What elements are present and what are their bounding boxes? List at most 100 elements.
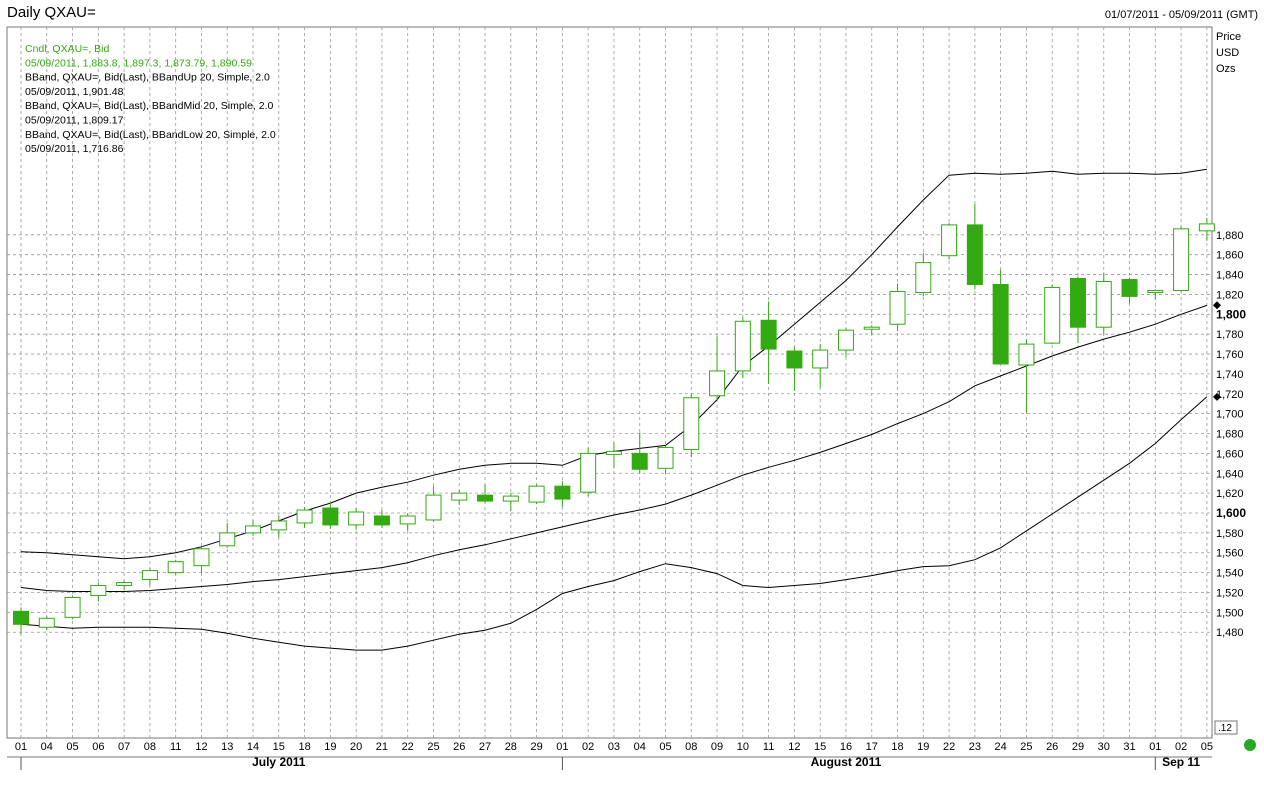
candle-body-up xyxy=(657,446,674,469)
candle xyxy=(528,484,545,505)
candle-body-up xyxy=(219,532,236,547)
y-tick-label: 1,860 xyxy=(1216,250,1244,262)
candle xyxy=(451,490,468,506)
legend-line: BBand, QXAU=, Bid(Last), BBandUp 20, Sim… xyxy=(25,72,270,84)
scale-label: .12 xyxy=(1218,723,1232,734)
x-tick-label: 27 xyxy=(479,741,491,753)
x-tick-label: 16 xyxy=(840,741,852,753)
candle-body-up xyxy=(64,596,81,618)
candle xyxy=(1018,339,1035,413)
candle-body-up xyxy=(38,617,55,628)
x-tick-label: 01 xyxy=(1149,741,1161,753)
x-tick-label: 15 xyxy=(814,741,826,753)
candle xyxy=(863,325,880,335)
scale-box xyxy=(1214,720,1238,735)
candle-body-up xyxy=(193,548,210,567)
x-tick-label: 20 xyxy=(350,741,362,753)
candle-body-down xyxy=(373,515,390,526)
x-tick-label: 11 xyxy=(170,741,181,753)
candle xyxy=(1069,276,1086,344)
candle-body-down xyxy=(760,319,777,350)
x-tick-label: 26 xyxy=(1046,741,1058,753)
candle-body-up xyxy=(1044,286,1061,344)
x-tick-label: 07 xyxy=(118,741,130,753)
candle xyxy=(399,513,416,531)
y-tick-label: 1,820 xyxy=(1216,289,1244,301)
candle-body-down xyxy=(322,507,339,526)
x-tick-label: 02 xyxy=(1175,741,1187,753)
month-label: July 2011 xyxy=(252,755,306,769)
candle xyxy=(837,328,854,358)
candle xyxy=(296,507,313,528)
candle xyxy=(1044,284,1061,345)
x-tick-label: 08 xyxy=(144,741,156,753)
candle-body-up xyxy=(141,570,158,581)
x-tick-label: 29 xyxy=(530,741,542,753)
y-tick-label: 1,800 xyxy=(1216,307,1246,321)
candle-body-up xyxy=(502,495,519,502)
candle xyxy=(1147,289,1164,300)
candle-body-up xyxy=(941,224,958,257)
x-tick-label: 19 xyxy=(324,741,336,753)
legend-line: 05/09/2011, 1,883.8, 1,897.3, 1,873.79, … xyxy=(25,57,252,69)
legend-line: 05/09/2011, 1,901.48 xyxy=(25,86,124,98)
candle xyxy=(966,204,983,290)
candle xyxy=(683,393,700,458)
x-tick-label: 13 xyxy=(221,741,233,753)
y-tick-label: 1,600 xyxy=(1216,506,1246,520)
candle-body-up xyxy=(245,525,262,534)
month-label: Sep 11 xyxy=(1162,755,1200,769)
x-tick-label: 22 xyxy=(402,741,414,753)
candle-body-up xyxy=(683,397,700,450)
candle-body-down xyxy=(1069,278,1086,328)
legend-line: 05/09/2011, 1,809.17 xyxy=(25,115,124,127)
month-label: August 2011 xyxy=(811,755,882,769)
axis-header-price-label: Price xyxy=(1216,31,1241,43)
x-tick-label: 25 xyxy=(427,741,439,753)
y-tick-label: 1,480 xyxy=(1216,627,1244,639)
x-tick-label: 05 xyxy=(1201,741,1213,753)
candle xyxy=(812,344,829,388)
x-tick-label: 11 xyxy=(763,741,774,753)
x-tick-label: 18 xyxy=(298,741,310,753)
x-tick-label: 15 xyxy=(273,741,285,753)
y-tick-label: 1,680 xyxy=(1216,429,1244,441)
x-tick-label: 14 xyxy=(247,741,259,753)
candle-body-down xyxy=(992,283,1009,365)
candle xyxy=(64,595,81,620)
y-tick-label: 1,580 xyxy=(1216,528,1244,540)
x-tick-label: 01 xyxy=(556,741,568,753)
candle-body-down xyxy=(477,494,494,502)
candle xyxy=(425,486,442,522)
x-tick-label: 29 xyxy=(1072,741,1084,753)
value-marker xyxy=(1213,301,1221,310)
candle-body-down xyxy=(554,485,571,500)
candle xyxy=(786,347,803,391)
candle-body-down xyxy=(1121,279,1138,297)
candle-body-up xyxy=(528,485,545,503)
candle-body-up xyxy=(348,511,365,526)
chart-title: Daily QXAU= xyxy=(7,4,96,21)
candle-body-up xyxy=(915,262,932,293)
x-tick-label: 05 xyxy=(66,741,78,753)
candle-body-up xyxy=(399,515,416,525)
candle xyxy=(734,317,751,378)
candle xyxy=(889,283,906,332)
bband-lower-line xyxy=(20,396,1208,651)
axis-header-unit-label: Ozs xyxy=(1216,63,1236,75)
y-tick-label: 1,520 xyxy=(1216,587,1244,599)
candle xyxy=(1198,217,1215,241)
candle xyxy=(141,567,158,586)
candle xyxy=(657,445,674,475)
candle-body-up xyxy=(1095,281,1112,328)
candle xyxy=(219,522,236,548)
y-tick-label: 1,540 xyxy=(1216,568,1244,580)
status-dot xyxy=(1244,739,1256,751)
candle-body-down xyxy=(13,610,29,625)
y-tick-label: 1,700 xyxy=(1216,409,1244,421)
y-tick-label: 1,640 xyxy=(1216,468,1244,480)
y-tick-label: 1,840 xyxy=(1216,270,1244,282)
candle xyxy=(477,484,494,504)
candle-body-up xyxy=(451,492,468,501)
